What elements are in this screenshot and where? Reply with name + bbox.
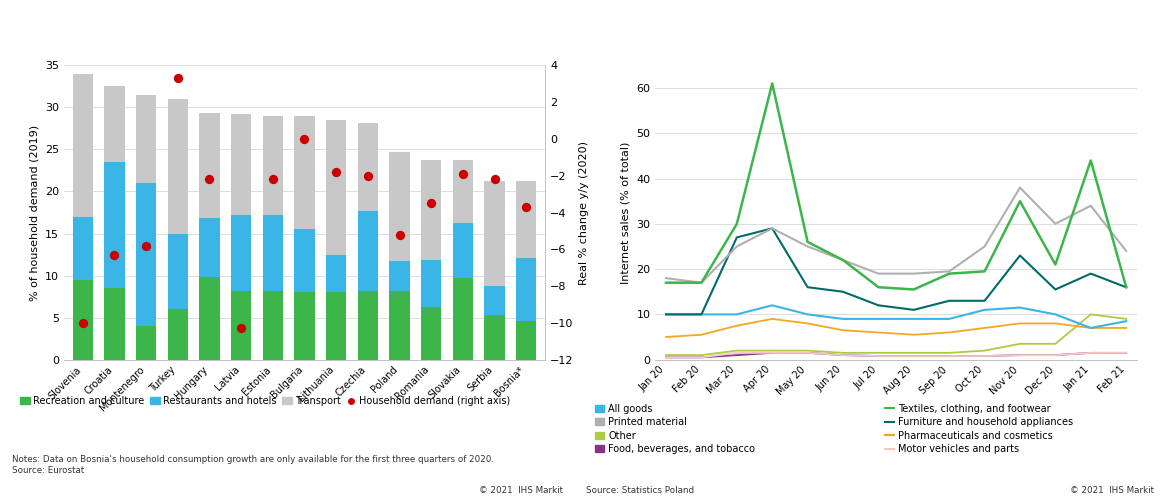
Bar <box>452 223 473 278</box>
Bar <box>390 152 409 261</box>
Point <box>201 176 219 184</box>
Bar <box>167 99 188 233</box>
Bar <box>73 217 93 280</box>
Point <box>168 74 187 82</box>
Text: Chart 2: In Poland, share of internet sales has fluctuated, depending on
level o: Chart 2: In Poland, share of internet sa… <box>588 15 1067 45</box>
Bar <box>200 277 219 360</box>
Bar <box>390 291 409 360</box>
Text: Source: Statistics Poland: Source: Statistics Poland <box>586 486 694 495</box>
Bar <box>326 255 347 292</box>
Bar <box>167 233 188 309</box>
Bar <box>484 315 505 360</box>
Text: © 2021  IHS Markit: © 2021 IHS Markit <box>1071 486 1154 495</box>
Y-axis label: Internet sales (% of total): Internet sales (% of total) <box>621 141 631 284</box>
Bar <box>421 261 442 307</box>
Bar <box>104 162 125 288</box>
Bar <box>357 211 378 291</box>
Bar <box>73 74 93 217</box>
Bar <box>136 95 157 183</box>
Bar <box>200 113 219 218</box>
Bar <box>452 160 473 223</box>
Legend: Recreation and culture, Restaurants and hotels, Transport, Household demand (rig: Recreation and culture, Restaurants and … <box>16 392 514 410</box>
Bar <box>295 229 314 292</box>
Text: © 2021  IHS Markit: © 2021 IHS Markit <box>479 486 563 495</box>
Bar <box>357 123 378 211</box>
Text: Chart 1: Slovenia, Croatia have highest shares of consumption in risky
sectors: Chart 1: Slovenia, Croatia have highest … <box>17 15 486 45</box>
Point <box>73 319 92 327</box>
Bar <box>231 215 252 291</box>
Point <box>327 168 346 176</box>
Text: Notes: Data on Bosnia's household consumption growth are only available for the : Notes: Data on Bosnia's household consum… <box>12 455 494 475</box>
Bar <box>104 288 125 360</box>
Point <box>485 176 503 184</box>
Bar <box>231 291 252 360</box>
Bar <box>357 291 378 360</box>
Point <box>232 324 251 332</box>
Bar <box>262 215 283 291</box>
Bar <box>516 181 536 258</box>
Bar <box>73 280 93 360</box>
Point <box>137 241 155 249</box>
Bar <box>295 292 314 360</box>
Bar <box>167 309 188 360</box>
Bar <box>295 116 314 229</box>
Point <box>454 170 472 178</box>
Bar <box>452 278 473 360</box>
Point <box>263 176 282 184</box>
Bar <box>326 120 347 255</box>
Point <box>295 135 313 143</box>
Legend: All goods, Printed material, Other, Food, beverages, and tobacco: All goods, Printed material, Other, Food… <box>590 400 759 458</box>
Bar <box>326 292 347 360</box>
Bar <box>390 261 409 291</box>
Y-axis label: Real % change y/y (2020): Real % change y/y (2020) <box>579 140 589 285</box>
Bar <box>231 114 252 215</box>
Point <box>390 230 408 238</box>
Bar <box>421 159 442 261</box>
Bar <box>200 218 219 277</box>
Point <box>106 251 124 259</box>
Bar <box>104 87 125 162</box>
Bar <box>136 326 157 360</box>
Bar <box>484 286 505 315</box>
Legend: Textiles, clothing, and footwear, Furniture and household appliances, Pharmaceut: Textiles, clothing, and footwear, Furnit… <box>880 400 1078 458</box>
Bar <box>421 307 442 360</box>
Bar <box>516 321 536 360</box>
Point <box>517 203 536 211</box>
Point <box>422 199 441 207</box>
Bar <box>262 116 283 215</box>
Y-axis label: % of household demand (2019): % of household demand (2019) <box>29 124 39 301</box>
Bar <box>136 183 157 326</box>
Bar <box>262 291 283 360</box>
Point <box>358 172 377 180</box>
Bar <box>484 181 505 286</box>
Bar <box>516 258 536 321</box>
